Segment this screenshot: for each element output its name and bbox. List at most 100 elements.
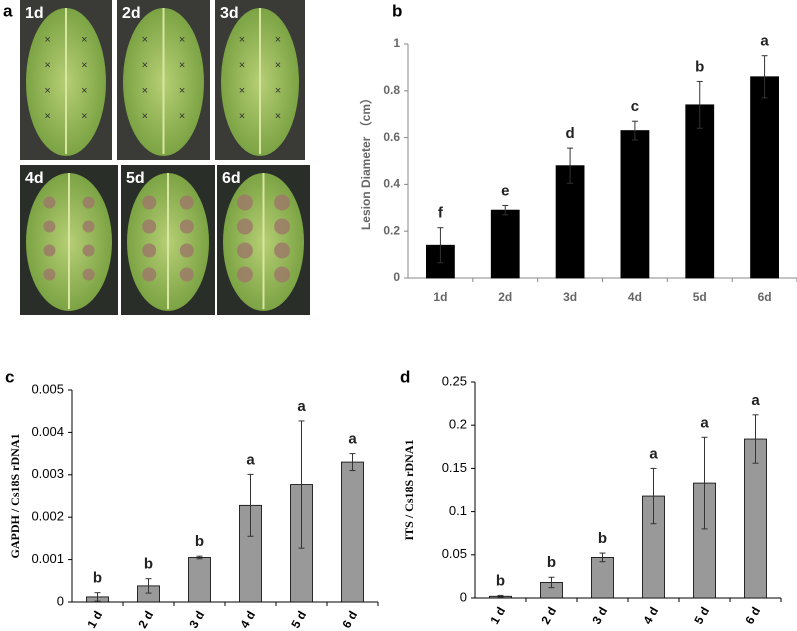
lesion bbox=[82, 220, 95, 233]
bar bbox=[591, 556, 614, 599]
x-tick-label: 3d bbox=[563, 290, 577, 304]
y-tick-label: 0.2 bbox=[383, 223, 400, 237]
inoculation-mark: × bbox=[81, 34, 87, 46]
x-tick-label: 1d bbox=[433, 290, 447, 304]
x-tick-label: 5 d bbox=[691, 605, 712, 627]
y-tick-label: 0 bbox=[460, 589, 467, 604]
significance-letter: c bbox=[631, 98, 639, 115]
inoculation-mark: × bbox=[239, 34, 245, 46]
inoculation-mark: × bbox=[44, 34, 50, 46]
significance-letter: b bbox=[496, 572, 505, 589]
y-tick-label: 0.4 bbox=[383, 177, 400, 191]
x-tick-label: 3 d bbox=[589, 605, 610, 627]
y-tick-label: 0.6 bbox=[383, 130, 400, 144]
significance-letter: b bbox=[598, 530, 607, 547]
inoculation-mark: × bbox=[179, 111, 185, 123]
y-tick-label: 0.005 bbox=[31, 381, 64, 396]
inoculation-mark: × bbox=[142, 34, 148, 46]
bar bbox=[620, 130, 650, 279]
significance-letter: e bbox=[501, 182, 509, 199]
lesion bbox=[179, 195, 194, 210]
inoculation-mark: × bbox=[239, 85, 245, 97]
photo-label: 3d bbox=[220, 5, 239, 22]
inoculation-mark: × bbox=[275, 34, 281, 46]
x-tick-label: 1 d bbox=[84, 609, 105, 631]
x-tick-label: 5d bbox=[693, 290, 707, 304]
x-tick-label: 3 d bbox=[186, 609, 207, 631]
lesion bbox=[274, 194, 291, 211]
lesion bbox=[142, 267, 157, 282]
inoculation-mark: × bbox=[142, 60, 148, 72]
significance-letter: a bbox=[348, 431, 357, 448]
y-tick-label: 0.002 bbox=[31, 509, 64, 524]
significance-letter: b bbox=[547, 554, 556, 571]
y-tick-label: 0.003 bbox=[31, 466, 64, 481]
lesion bbox=[179, 243, 194, 258]
inoculation-mark: × bbox=[44, 60, 50, 72]
y-tick-label: 0 bbox=[57, 593, 64, 608]
x-tick-label: 2 d bbox=[538, 605, 559, 627]
lesion bbox=[142, 219, 157, 234]
significance-letter: a bbox=[751, 392, 760, 409]
y-tick-label: 0.25 bbox=[442, 373, 467, 388]
inoculation-mark: × bbox=[239, 60, 245, 72]
significance-letter: a bbox=[297, 398, 306, 415]
significance-letter: b bbox=[93, 570, 102, 587]
y-tick-label: 0.1 bbox=[449, 503, 467, 518]
lesion bbox=[82, 244, 95, 257]
lesion bbox=[43, 268, 56, 281]
bar bbox=[490, 209, 520, 279]
x-tick-label: 4 d bbox=[640, 605, 661, 627]
inoculation-mark: × bbox=[81, 111, 87, 123]
lesion bbox=[236, 194, 253, 211]
y-tick-label: 0.004 bbox=[31, 424, 64, 439]
photo-label: 4d bbox=[25, 170, 44, 187]
x-tick-label: 6d bbox=[758, 290, 772, 304]
x-tick-label: 6 d bbox=[742, 605, 763, 627]
lesion bbox=[236, 218, 253, 235]
lesion bbox=[43, 196, 56, 209]
significance-letter: b bbox=[695, 58, 704, 75]
significance-letter: f bbox=[438, 205, 444, 222]
x-tick-label: 2 d bbox=[135, 609, 156, 631]
photo-label: 5d bbox=[126, 170, 145, 187]
bar bbox=[188, 557, 211, 603]
y-tick-label: 0.15 bbox=[442, 460, 467, 475]
inoculation-mark: × bbox=[275, 85, 281, 97]
significance-letter: b bbox=[195, 533, 204, 550]
photo-label: 1d bbox=[25, 5, 44, 22]
bar bbox=[750, 76, 779, 279]
x-tick-label: 4d bbox=[628, 290, 642, 304]
y-tick-label: 0 bbox=[393, 270, 400, 284]
significance-letter: b bbox=[144, 556, 153, 573]
lesion bbox=[82, 268, 95, 281]
lesion bbox=[274, 218, 291, 235]
inoculation-mark: × bbox=[142, 85, 148, 97]
y-axis-label: ITS / Cs18S rDNA1 bbox=[402, 439, 416, 540]
significance-letter: a bbox=[700, 414, 709, 431]
lesion bbox=[142, 243, 157, 258]
inoculation-mark: × bbox=[179, 85, 185, 97]
photo-label: 6d bbox=[222, 170, 241, 187]
lesion bbox=[43, 220, 56, 233]
bar bbox=[341, 461, 364, 603]
panel-label: b bbox=[392, 1, 402, 20]
bar bbox=[555, 165, 585, 279]
significance-letter: d bbox=[565, 125, 574, 142]
x-tick-label: 2d bbox=[498, 290, 512, 304]
x-tick-label: 4 d bbox=[237, 609, 258, 631]
panel-label: a bbox=[3, 1, 13, 20]
significance-letter: a bbox=[246, 451, 255, 468]
y-axis-label: Lesion Diameter （cm） bbox=[358, 92, 373, 230]
inoculation-mark: × bbox=[179, 34, 185, 46]
x-tick-label: 1 d bbox=[487, 605, 508, 627]
panel-label: c bbox=[5, 367, 14, 386]
y-tick-label: 0.8 bbox=[383, 83, 400, 97]
inoculation-mark: × bbox=[44, 85, 50, 97]
bar bbox=[685, 104, 715, 279]
lesion bbox=[179, 267, 194, 282]
y-tick-label: 0.2 bbox=[449, 417, 467, 432]
inoculation-mark: × bbox=[239, 111, 245, 123]
